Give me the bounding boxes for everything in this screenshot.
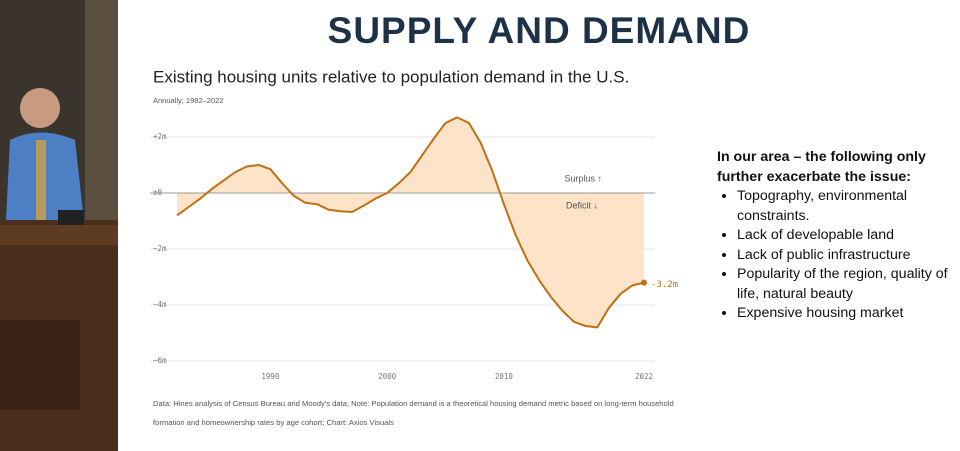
x-tick-label: 2010: [495, 372, 514, 381]
bullet: Popularity of the region, quality of lif…: [737, 265, 952, 304]
sidebar: In our area – the following only further…: [717, 148, 952, 324]
slide-title: SUPPLY AND DEMAND: [327, 10, 751, 51]
bullet: Topography, environmental constraints.: [737, 187, 952, 226]
sidebar-heading: In our area – the following only further…: [717, 149, 926, 185]
chart-title: Existing housing units relative to popul…: [153, 67, 629, 86]
y-tick-label: −6m: [153, 356, 167, 365]
x-tick-label: 1990: [261, 372, 280, 381]
end-dot: [641, 279, 647, 286]
bullet-list: Topography, environmental constraints.La…: [717, 187, 952, 324]
annotation: Deficit ↓: [566, 200, 598, 210]
speaker-video: [0, 0, 118, 451]
value-label: -3.2m: [651, 280, 678, 290]
source-note: Data: Hines analysis of Census Bureau an…: [153, 399, 674, 427]
x-tick-label: 2022: [635, 372, 653, 381]
chart-subtitle: Annually; 1982–2022: [153, 96, 223, 105]
line: [176, 116, 645, 329]
y-tick-label: −2m: [153, 244, 167, 253]
bullet: Lack of developable land: [737, 226, 952, 246]
annotation: Surplus ↑: [564, 173, 602, 183]
y-tick-label: +2m: [153, 132, 167, 141]
x-tick-label: 2000: [378, 372, 397, 381]
bullet: Lack of public infrastructure: [737, 246, 952, 266]
y-tick-label: −4m: [153, 300, 167, 309]
area-fill: [177, 117, 644, 328]
bullet: Expensive housing market: [737, 304, 952, 324]
